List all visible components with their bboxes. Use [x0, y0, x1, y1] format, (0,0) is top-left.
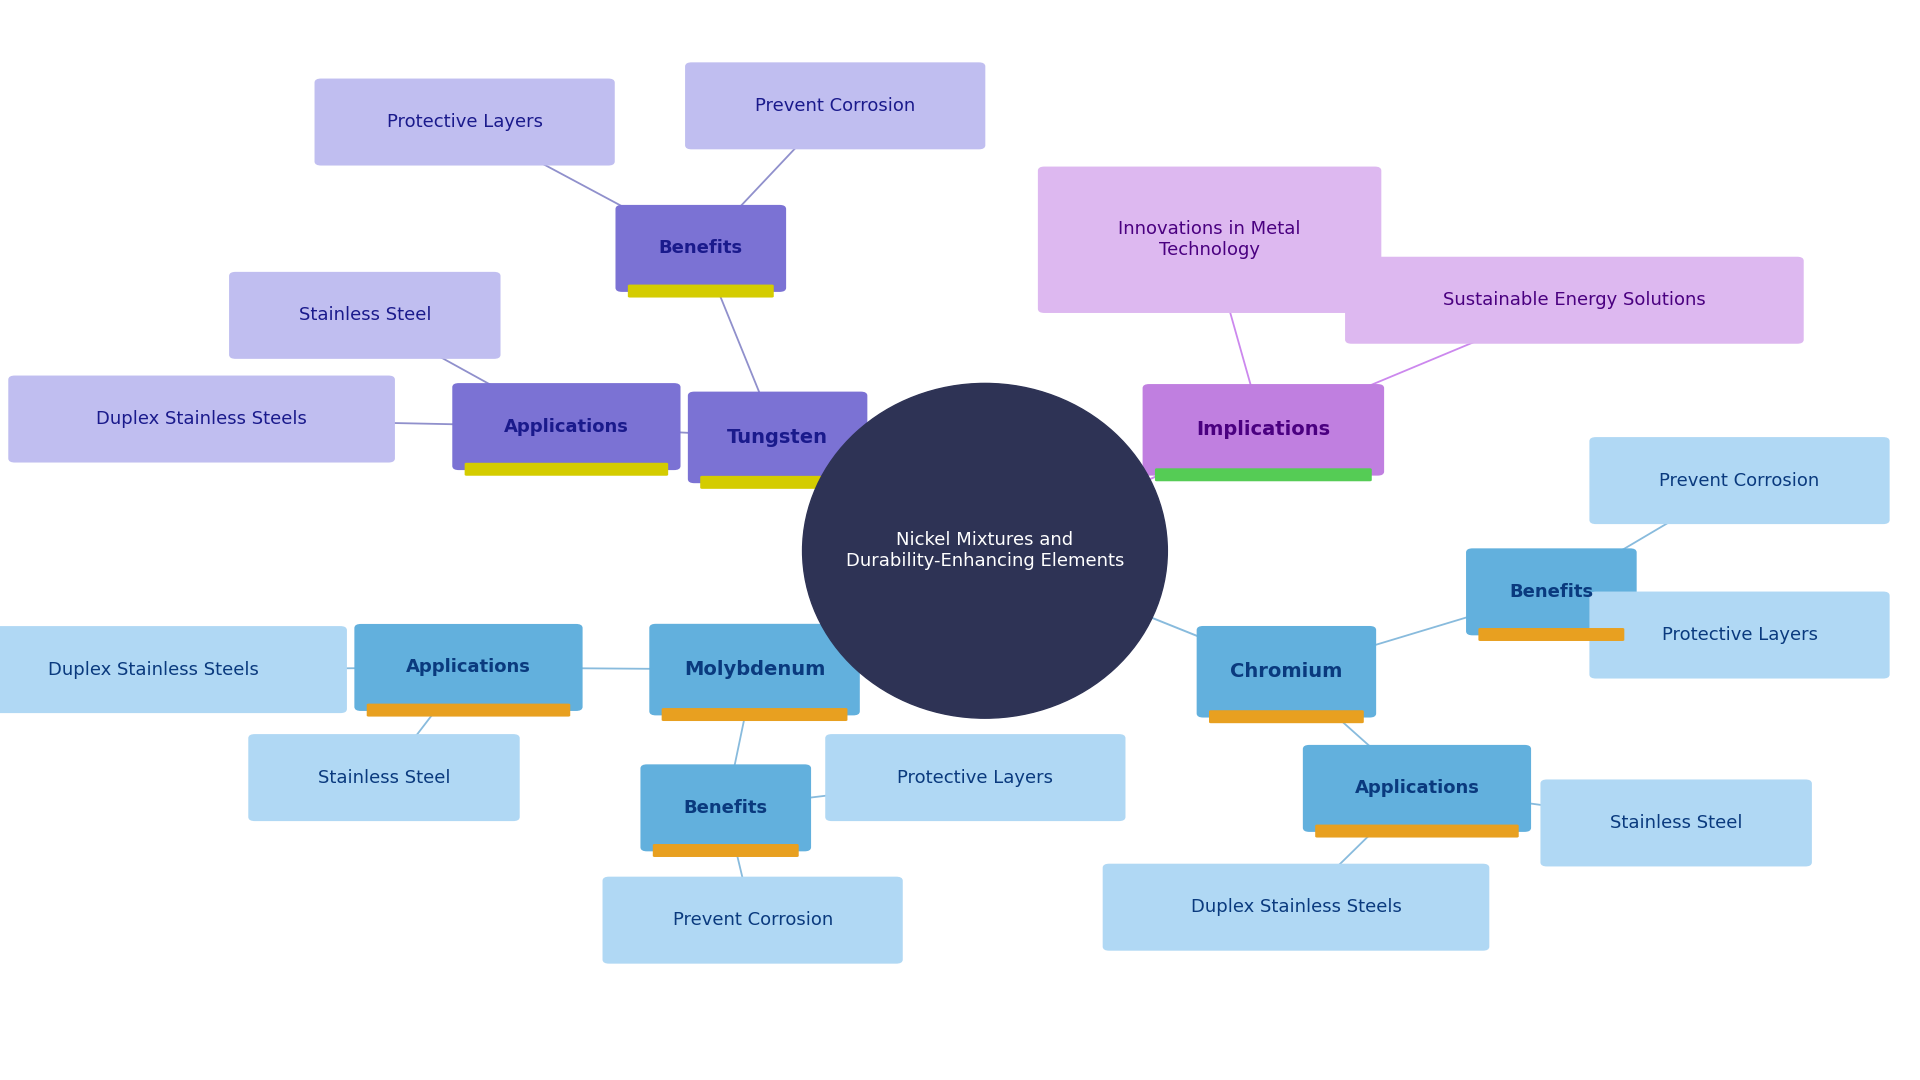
- FancyBboxPatch shape: [1304, 745, 1530, 832]
- FancyBboxPatch shape: [603, 877, 902, 963]
- FancyBboxPatch shape: [0, 626, 346, 713]
- FancyBboxPatch shape: [689, 392, 866, 483]
- FancyBboxPatch shape: [1039, 167, 1380, 312]
- Text: Applications: Applications: [405, 659, 532, 676]
- Ellipse shape: [803, 383, 1167, 718]
- Text: Applications: Applications: [503, 418, 630, 435]
- FancyBboxPatch shape: [1346, 258, 1803, 343]
- Text: Protective Layers: Protective Layers: [897, 769, 1054, 786]
- FancyBboxPatch shape: [1467, 550, 1636, 634]
- FancyBboxPatch shape: [1478, 627, 1624, 642]
- FancyBboxPatch shape: [1590, 592, 1889, 678]
- FancyBboxPatch shape: [662, 708, 847, 721]
- FancyBboxPatch shape: [628, 284, 774, 297]
- Text: Nickel Mixtures and
Durability-Enhancing Elements: Nickel Mixtures and Durability-Enhancing…: [847, 531, 1123, 570]
- Text: Duplex Stainless Steels: Duplex Stainless Steels: [96, 410, 307, 428]
- Text: Applications: Applications: [1354, 780, 1480, 797]
- FancyBboxPatch shape: [250, 734, 518, 821]
- FancyBboxPatch shape: [1156, 469, 1371, 482]
- FancyBboxPatch shape: [616, 205, 785, 291]
- Text: Implications: Implications: [1196, 420, 1331, 440]
- Text: Sustainable Energy Solutions: Sustainable Energy Solutions: [1444, 292, 1705, 309]
- Text: Prevent Corrosion: Prevent Corrosion: [672, 912, 833, 929]
- FancyBboxPatch shape: [355, 624, 582, 711]
- FancyBboxPatch shape: [826, 734, 1125, 821]
- FancyBboxPatch shape: [367, 704, 570, 717]
- Text: Stainless Steel: Stainless Steel: [1609, 814, 1743, 832]
- Text: Duplex Stainless Steels: Duplex Stainless Steels: [1190, 899, 1402, 916]
- FancyBboxPatch shape: [1315, 825, 1519, 838]
- Text: Stainless Steel: Stainless Steel: [298, 307, 432, 324]
- FancyBboxPatch shape: [1144, 384, 1382, 475]
- FancyBboxPatch shape: [1542, 780, 1811, 866]
- FancyBboxPatch shape: [701, 476, 854, 489]
- Text: Duplex Stainless Steels: Duplex Stainless Steels: [48, 661, 259, 678]
- FancyBboxPatch shape: [1210, 711, 1363, 724]
- FancyBboxPatch shape: [641, 766, 810, 851]
- Text: Benefits: Benefits: [1509, 583, 1594, 600]
- Text: Prevent Corrosion: Prevent Corrosion: [1659, 472, 1820, 489]
- Text: Benefits: Benefits: [659, 240, 743, 257]
- Text: Chromium: Chromium: [1231, 662, 1342, 681]
- FancyBboxPatch shape: [651, 624, 858, 715]
- Text: Protective Layers: Protective Layers: [1661, 626, 1818, 644]
- FancyBboxPatch shape: [685, 63, 985, 148]
- FancyBboxPatch shape: [1590, 438, 1889, 523]
- Text: Stainless Steel: Stainless Steel: [317, 769, 451, 786]
- FancyBboxPatch shape: [1198, 626, 1375, 717]
- Text: Innovations in Metal
Technology: Innovations in Metal Technology: [1117, 220, 1302, 259]
- FancyBboxPatch shape: [1104, 864, 1488, 950]
- FancyBboxPatch shape: [465, 462, 668, 475]
- Text: Tungsten: Tungsten: [728, 428, 828, 447]
- Text: Prevent Corrosion: Prevent Corrosion: [755, 97, 916, 114]
- FancyBboxPatch shape: [315, 80, 614, 164]
- FancyBboxPatch shape: [10, 377, 394, 462]
- Text: Protective Layers: Protective Layers: [386, 113, 543, 131]
- FancyBboxPatch shape: [653, 845, 799, 858]
- Text: Benefits: Benefits: [684, 799, 768, 816]
- FancyBboxPatch shape: [230, 273, 499, 357]
- Text: Molybdenum: Molybdenum: [684, 660, 826, 679]
- FancyBboxPatch shape: [453, 384, 680, 469]
